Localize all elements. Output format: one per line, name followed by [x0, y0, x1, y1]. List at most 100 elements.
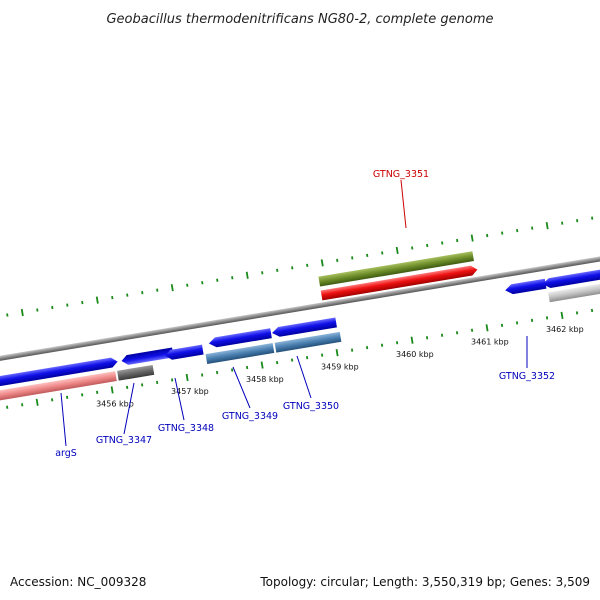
- scale-label: 3457 kbp: [171, 387, 209, 396]
- minor-tick: [381, 251, 384, 255]
- summary-text: Topology: circular; Length: 3,550,319 bp…: [259, 575, 590, 589]
- minor-tick: [320, 353, 324, 357]
- scale-label: 3458 kbp: [246, 375, 284, 384]
- minor-tick: [365, 346, 369, 350]
- major-tick: [245, 271, 249, 279]
- scale-label: 3460 kbp: [396, 350, 434, 359]
- minor-tick: [501, 231, 504, 235]
- minor-tick: [515, 321, 519, 325]
- minor-tick: [81, 300, 84, 305]
- minor-tick: [576, 219, 579, 223]
- minor-tick: [395, 341, 399, 345]
- minor-tick: [156, 380, 159, 385]
- scale-label: 3462 kbp: [546, 325, 584, 334]
- feature-right-lightgray[interactable]: [548, 274, 600, 303]
- minor-tick: [351, 256, 354, 260]
- leader-gtng-3348: [174, 377, 185, 421]
- label-gtng-3347[interactable]: GTNG_3347: [96, 435, 152, 446]
- minor-tick: [245, 365, 249, 370]
- minor-tick: [440, 333, 444, 337]
- label-gtng-3349[interactable]: GTNG_3349: [222, 411, 278, 422]
- label-argS[interactable]: argS: [55, 448, 77, 459]
- minor-tick: [276, 268, 279, 272]
- minor-tick: [66, 303, 69, 307]
- major-tick: [395, 246, 399, 255]
- feature-gtng-3350-steel[interactable]: [274, 331, 342, 353]
- major-tick: [185, 373, 189, 382]
- major-tick: [560, 311, 564, 320]
- minor-tick: [21, 403, 24, 407]
- minor-tick: [531, 226, 534, 230]
- minor-tick: [36, 308, 39, 312]
- major-tick: [410, 336, 414, 344]
- minor-tick: [6, 313, 9, 317]
- minor-tick: [411, 246, 414, 250]
- minor-tick: [516, 228, 519, 233]
- feature-argS-pink[interactable]: [0, 371, 117, 409]
- major-tick: [95, 296, 99, 304]
- gene-gtng-3350-arrow[interactable]: [271, 317, 337, 337]
- minor-tick: [336, 258, 339, 263]
- minor-tick: [186, 283, 189, 287]
- minor-tick: [456, 238, 459, 243]
- major-tick: [35, 398, 39, 406]
- minor-tick: [306, 263, 309, 267]
- gene-gtng-3351-arrow[interactable]: [320, 265, 479, 301]
- minor-tick: [6, 405, 9, 409]
- minor-tick: [261, 271, 264, 275]
- label-gtng-3348[interactable]: GTNG_3348: [158, 423, 214, 434]
- minor-tick: [171, 378, 174, 382]
- minor-tick: [66, 395, 69, 399]
- major-tick: [545, 222, 549, 230]
- minor-tick: [51, 398, 54, 402]
- gene-argS-arrow[interactable]: [0, 357, 118, 395]
- minor-tick: [111, 295, 114, 300]
- major-tick: [170, 284, 174, 292]
- feature-gtng-3349-steel[interactable]: [205, 343, 275, 365]
- label-gtng-3350[interactable]: GTNG_3350: [283, 401, 339, 412]
- leader-gtng-3349: [232, 366, 251, 409]
- minor-tick: [141, 291, 144, 295]
- minor-tick: [275, 360, 279, 365]
- major-tick: [320, 259, 324, 267]
- minor-tick: [545, 316, 549, 320]
- label-gtng-3352[interactable]: GTNG_3352: [499, 371, 555, 382]
- minor-tick: [561, 221, 564, 225]
- minor-tick: [350, 348, 354, 352]
- major-tick: [260, 361, 264, 369]
- minor-tick: [486, 233, 489, 238]
- minor-tick: [530, 318, 534, 323]
- gene-right-arrow[interactable]: [542, 259, 600, 289]
- gene-gtng-3347-arrow[interactable]: [121, 347, 174, 366]
- gene-gtng-3352-arrow[interactable]: [504, 278, 547, 296]
- leader-gtng-3351: [400, 179, 407, 229]
- accession-text: Accession: NC_009328: [10, 575, 146, 589]
- upper-tick-row: [6, 216, 594, 317]
- minor-tick: [590, 308, 594, 313]
- minor-tick: [81, 393, 84, 397]
- minor-tick: [141, 383, 144, 387]
- gene-label-layer: GTNG_3351 GTNG_3352 GTNG_3350 GTNG_3349 …: [55, 169, 555, 459]
- lower-tick-row: [6, 308, 594, 409]
- minor-tick: [500, 323, 504, 327]
- feature-gtng-3347-gray[interactable]: [117, 364, 155, 381]
- leader-argS: [60, 392, 67, 447]
- gene-gtng-3349-arrow[interactable]: [208, 328, 272, 348]
- gene-gtng-3348-arrow[interactable]: [164, 344, 204, 361]
- minor-tick: [380, 343, 384, 347]
- minor-tick: [441, 241, 444, 245]
- genome-backbone: [0, 247, 600, 370]
- minor-tick: [201, 281, 204, 285]
- minor-tick: [201, 373, 204, 377]
- major-tick: [20, 308, 24, 317]
- minor-tick: [230, 368, 234, 372]
- minor-tick: [126, 385, 129, 390]
- major-tick: [485, 324, 489, 332]
- minor-tick: [591, 216, 594, 220]
- label-gtng-3351[interactable]: GTNG_3351: [373, 169, 429, 180]
- minor-tick: [426, 243, 429, 248]
- minor-tick: [51, 305, 54, 310]
- feature-gtng-3351-green[interactable]: [318, 251, 474, 287]
- scale-label: 3456 kbp: [96, 400, 134, 409]
